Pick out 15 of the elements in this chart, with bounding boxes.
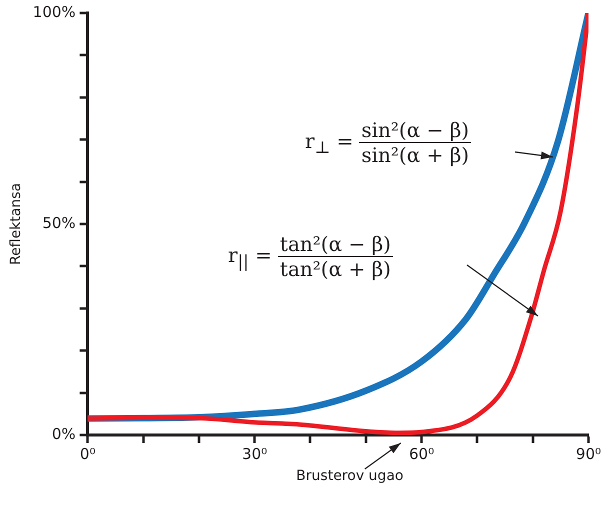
x-tick-label: 30⁰ [242, 444, 268, 463]
annotation: tan²(α + β) [280, 257, 391, 281]
x-tick-label: 0⁰ [80, 444, 96, 463]
y-tick-label: 100% [32, 2, 76, 21]
y-tick-label: 0% [52, 424, 76, 443]
annotation: Brusterov ugao [296, 468, 404, 484]
annotation: r$_{⊥}$ = [305, 128, 354, 156]
annotation: sin²(α − β) [359, 118, 472, 143]
annotation: tan²(α − β) [278, 232, 393, 257]
y-axis-title: Reflektansa [8, 182, 24, 266]
x-tick-label: 90⁰ [576, 444, 602, 463]
y-tick-label: 50% [42, 214, 76, 232]
annotation: r$_{||}$ = [228, 242, 272, 270]
x-tick-label: 60⁰ [408, 444, 434, 463]
annotation: sin²(α + β) [361, 143, 470, 167]
